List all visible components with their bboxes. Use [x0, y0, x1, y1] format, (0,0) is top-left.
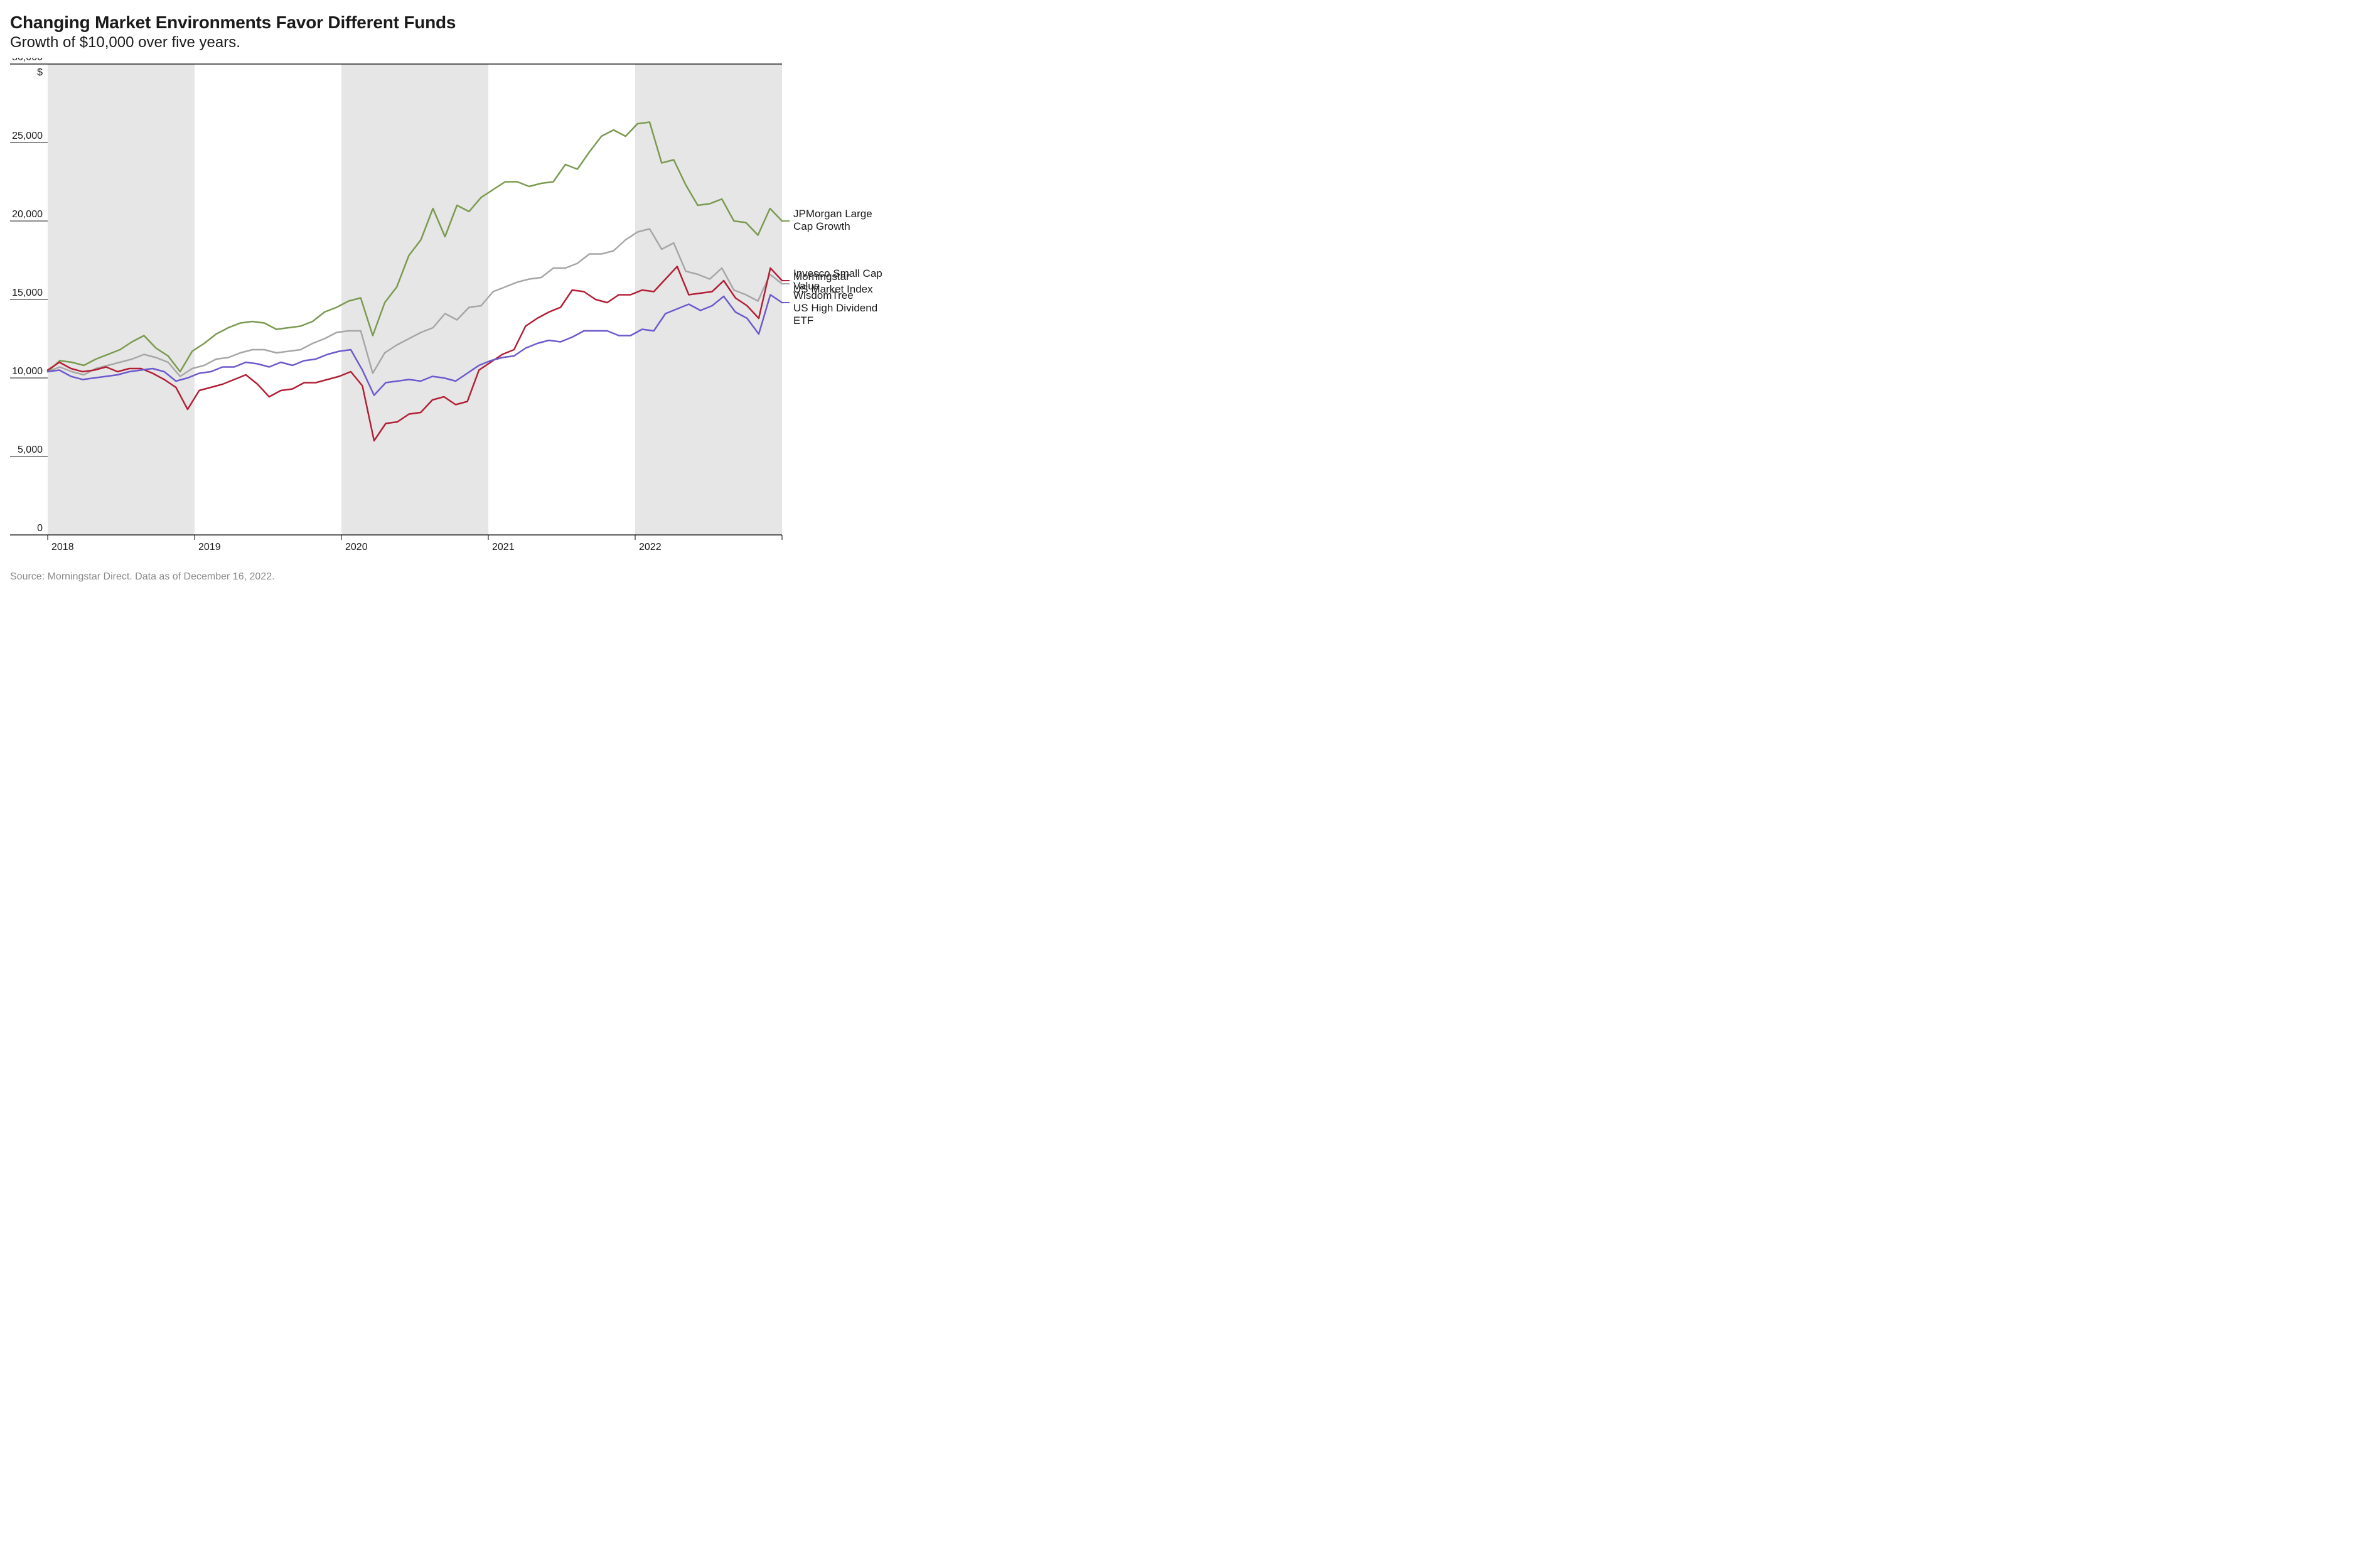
chart-page: Changing Market Environments Favor Diffe… — [0, 0, 916, 589]
series-label: US High Dividend — [793, 302, 877, 314]
chart-subtitle: Growth of $10,000 over five years. — [10, 34, 916, 51]
source-caption: Source: Morningstar Direct. Data as of D… — [10, 571, 916, 583]
series-label: Cap Growth — [793, 220, 850, 232]
series-label: WisdomTree — [793, 289, 854, 301]
x-tick-label: 2021 — [492, 542, 515, 552]
year-band — [48, 64, 195, 535]
series-label: ETF — [793, 315, 813, 326]
y-tick-label: 20,000 — [12, 209, 43, 220]
line-chart: 0 5,000 10,000 15,000 20,000 25,000 30,000 $201… — [10, 58, 914, 560]
year-band — [635, 64, 782, 535]
x-tick-label: 2018 — [51, 542, 74, 552]
y-tick-label: 25,000 — [12, 131, 43, 141]
chart-title: Changing Market Environments Favor Diffe… — [10, 13, 916, 33]
series-label: JPMorgan Large — [793, 208, 872, 220]
year-band — [341, 64, 488, 535]
y-tick-label: 0 — [37, 523, 43, 534]
x-tick-label: 2020 — [345, 542, 368, 552]
y-unit-label: $ — [37, 67, 43, 78]
y-tick-label: 10,000 — [12, 366, 43, 377]
series-label: Invesco Small Cap — [793, 267, 882, 279]
y-tick-label: 15,000 — [12, 288, 43, 298]
series-label-group: JPMorgan LargeCap Growth — [793, 208, 872, 232]
y-tick-label: 30,000 — [12, 58, 43, 63]
y-tick-label: 5,000 — [18, 444, 43, 455]
x-tick-label: 2019 — [198, 542, 221, 552]
chart-svg: 0 5,000 10,000 15,000 20,000 25,000 30,000 $201… — [10, 58, 914, 560]
x-tick-label: 2022 — [639, 542, 662, 552]
